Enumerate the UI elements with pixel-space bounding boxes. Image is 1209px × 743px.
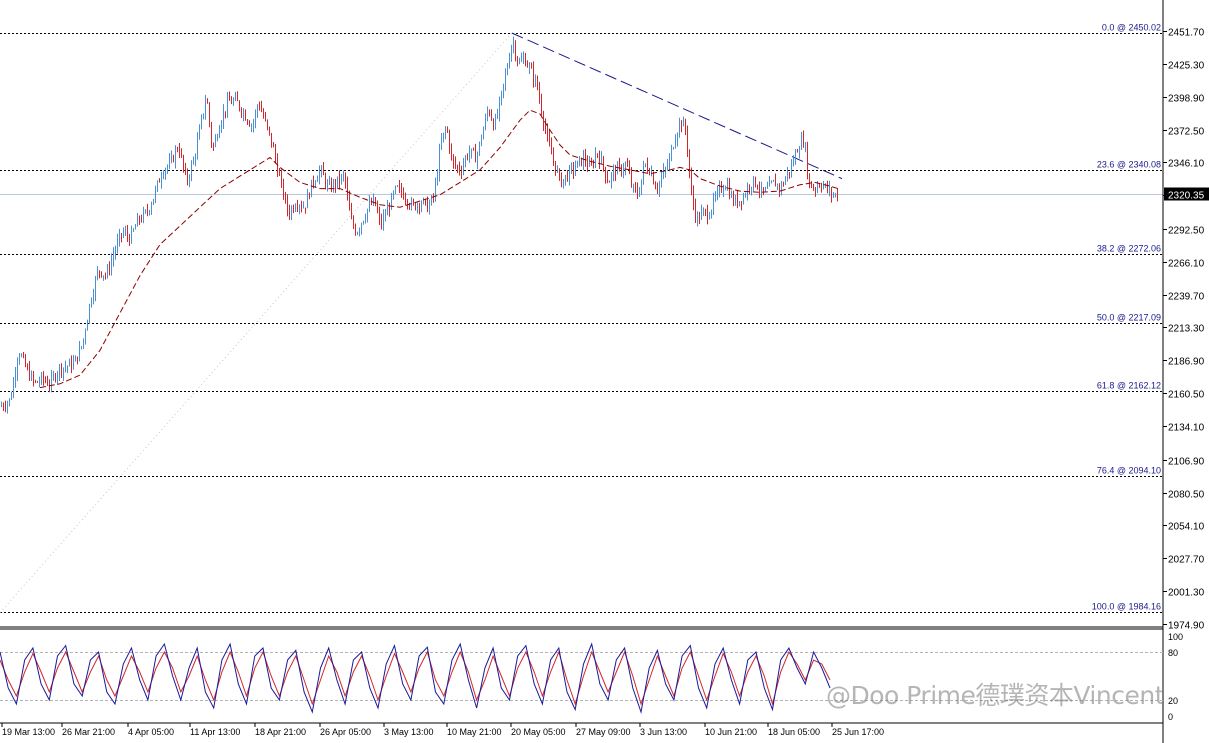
fib-level-label: 38.2 @ 2272.06 — [1097, 244, 1161, 254]
price-tick-label: 1974.90 — [1168, 621, 1205, 632]
time-tick-label: 26 Mar 21:00 — [62, 727, 115, 737]
time-axis: 19 Mar 13:00 26 Mar 21:00 4 Apr 05:00 11 Ap… — [1, 723, 884, 737]
stochastic-panel: 100 80 20 0 — [0, 632, 1183, 722]
fib-level-label: 23.6 @ 2340.08 — [1097, 160, 1161, 170]
time-tick-label: 26 Apr 05:00 — [320, 727, 371, 737]
time-tick-label: 25 Jun 17:00 — [832, 727, 884, 737]
time-tick-label: 19 Mar 13:00 — [2, 727, 55, 737]
price-tick-label: 2451.70 — [1168, 28, 1205, 39]
fib-level-label: 0.0 @ 2450.02 — [1102, 23, 1161, 33]
price-tick-label: 2160.50 — [1168, 390, 1205, 401]
price-tick-label: 2398.90 — [1168, 94, 1205, 105]
current-price-label: 2320.35 — [1168, 191, 1205, 202]
time-tick-label: 10 Jun 21:00 — [705, 727, 757, 737]
price-tick-label: 2346.10 — [1168, 159, 1205, 170]
time-tick-label: 11 Apr 13:00 — [190, 727, 240, 737]
trendline — [511, 32, 843, 180]
price-tick-label: 2001.30 — [1168, 588, 1205, 599]
candlesticks — [1, 36, 838, 414]
stoch-tick-label: 20 — [1168, 696, 1178, 706]
time-tick-label: 18 Jun 05:00 — [768, 727, 820, 737]
time-tick-label: 3 Jun 13:00 — [640, 727, 687, 737]
price-tick-label: 2080.50 — [1168, 490, 1205, 501]
fib-level-label: 76.4 @ 2094.10 — [1097, 466, 1161, 476]
ma-line — [39, 109, 839, 389]
fib-level-label: 100.0 @ 1984.16 — [1092, 602, 1161, 612]
time-tick-label: 20 May 05:00 — [511, 727, 566, 737]
watermark: @Doo Prime德璞资本Vincent — [826, 681, 1165, 710]
time-tick-label: 18 Apr 21:00 — [255, 727, 306, 737]
time-tick-label: 4 Apr 05:00 — [128, 727, 174, 737]
current-price-tag — [1164, 187, 1209, 201]
time-tick-label: 10 May 21:00 — [447, 727, 502, 737]
fib-level-label: 61.8 @ 2162.12 — [1097, 381, 1161, 391]
stoch-k-line — [0, 642, 831, 714]
price-tick-label: 2027.70 — [1168, 555, 1205, 566]
stoch-tick-label: 80 — [1168, 648, 1178, 658]
price-tick-label: 2372.50 — [1168, 127, 1205, 138]
price-tick-label: 2239.70 — [1168, 292, 1205, 303]
time-tick-label: 3 May 13:00 — [384, 727, 434, 737]
stoch-tick-label: 0 — [1168, 712, 1173, 722]
price-tick-label: 2266.10 — [1168, 259, 1205, 270]
stoch-tick-label: 100 — [1168, 632, 1183, 642]
price-tick-label: 2186.90 — [1168, 357, 1205, 368]
price-tick-label: 2106.90 — [1168, 457, 1205, 468]
price-tick-label: 2292.50 — [1168, 226, 1205, 237]
fib-connector-line — [0, 32, 513, 614]
price-tick-label: 2054.10 — [1168, 522, 1205, 533]
time-tick-label: 27 May 09:00 — [576, 727, 631, 737]
price-tick-label: 2425.30 — [1168, 61, 1205, 72]
fib-grid: 0.0 @ 2450.02 23.6 @ 2340.08 38.2 @ 2272.0… — [0, 23, 1163, 613]
fib-level-label: 50.0 @ 2217.09 — [1097, 313, 1161, 323]
chart-overlays — [0, 32, 1163, 614]
price-tick-label: 2213.30 — [1168, 324, 1205, 335]
moving-average — [39, 109, 839, 389]
price-tick-label: 2134.10 — [1168, 423, 1205, 434]
